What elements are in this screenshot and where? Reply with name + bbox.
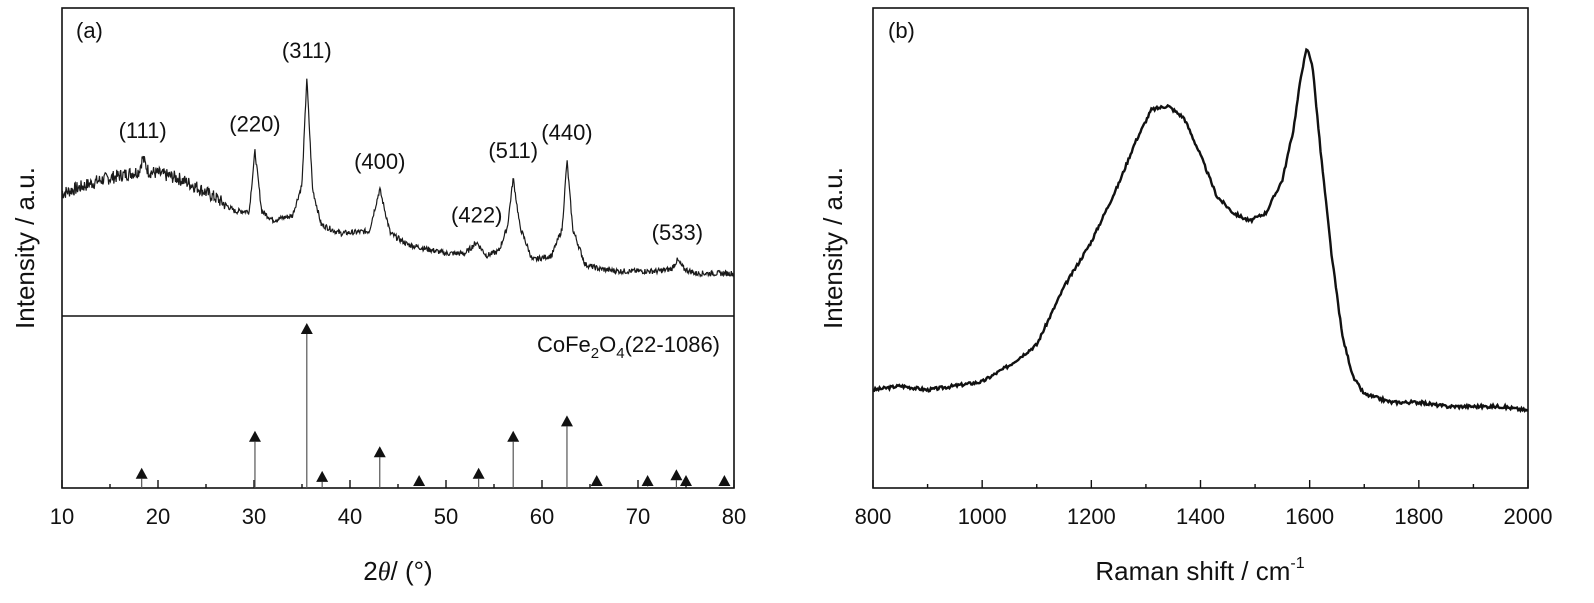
panel-a-y-axis-title: Intensity / a.u. <box>10 167 40 329</box>
panel-a-x-tick-label: 10 <box>50 504 74 529</box>
panel-a-label: (a) <box>76 18 103 43</box>
panel-b-y-axis-title: Intensity / a.u. <box>818 167 848 329</box>
reference-peak-marker <box>560 415 573 427</box>
reference-peak-marker <box>472 467 485 479</box>
peak-label: (533) <box>652 220 703 245</box>
panel-b-x-axis-title: Raman shift / cm-1 <box>1095 555 1304 586</box>
panel-a-x-tick-label: 30 <box>242 504 266 529</box>
reference-peak-marker <box>248 430 261 442</box>
panel-a-x-axis-title: 2θ/ (°) <box>363 556 432 586</box>
panel-b-frame <box>872 7 1529 489</box>
panel-b-x-ticks: 800 1000 1200 1400 1600 1800 2000 <box>855 480 1553 529</box>
peak-label: (422) <box>451 202 502 227</box>
reference-peak-marker <box>135 467 148 479</box>
panel-a-x-tick-label: 60 <box>530 504 554 529</box>
panel-a-x-tick-label: 70 <box>626 504 650 529</box>
panel-b-x-tick-label: 1000 <box>958 504 1007 529</box>
reference-peak-marker <box>670 469 683 481</box>
reference-peak-marker <box>507 430 520 442</box>
panel-a-frame <box>61 7 735 489</box>
reference-peak-marker <box>590 475 603 486</box>
peak-label: (311) <box>282 38 332 63</box>
panel-a-x-tick-label: 40 <box>338 504 362 529</box>
panel-a-xrd-pattern <box>61 78 735 278</box>
panel-a-reference-label: CoFe2O4(22-1086) <box>537 332 720 362</box>
reference-peak-marker <box>680 475 692 486</box>
panel-b-x-tick-label: 1200 <box>1067 504 1116 529</box>
panel-b-x-tick-label: 1400 <box>1176 504 1225 529</box>
panel-a-x-tick-label: 80 <box>722 504 746 529</box>
peak-label: (220) <box>229 111 280 136</box>
panel-b-label: (b) <box>888 18 915 43</box>
panel-a-x-tick-label: 50 <box>434 504 458 529</box>
panel-b-x-tick-label: 1800 <box>1394 504 1443 529</box>
reference-peak-marker <box>718 475 731 486</box>
panel-b: (b) Intensity / a.u. Raman shift / cm-1 … <box>818 7 1553 586</box>
panel-b-raman-spectrum <box>872 47 1529 413</box>
reference-peak-marker <box>641 475 654 486</box>
panel-b-x-tick-label: 800 <box>855 504 892 529</box>
panel-b-x-tick-label: 2000 <box>1504 504 1553 529</box>
panel-a-x-tick-label: 20 <box>146 504 170 529</box>
reference-peak-marker <box>300 323 313 334</box>
panel-a-reference-peaks <box>135 323 731 488</box>
peak-label: (440) <box>541 120 592 145</box>
panel-a: (a) Intensity / a.u. 2θ/ (°) 10 20 30 40 50 6… <box>10 7 746 586</box>
reference-peak-marker <box>373 446 386 458</box>
peak-label: (511) <box>488 138 538 163</box>
panel-a-peak-labels: (111) (220) (311) (400) (422) (511)(440) (533) <box>119 38 703 245</box>
panel-b-x-tick-label: 1600 <box>1285 504 1334 529</box>
peak-label: (111) <box>119 118 167 143</box>
reference-peak-marker <box>413 475 426 486</box>
panel-a-x-ticks: 10 20 30 40 50 60 70 80 <box>50 480 746 529</box>
peak-label: (400) <box>354 149 405 174</box>
reference-peak-marker <box>316 470 329 482</box>
